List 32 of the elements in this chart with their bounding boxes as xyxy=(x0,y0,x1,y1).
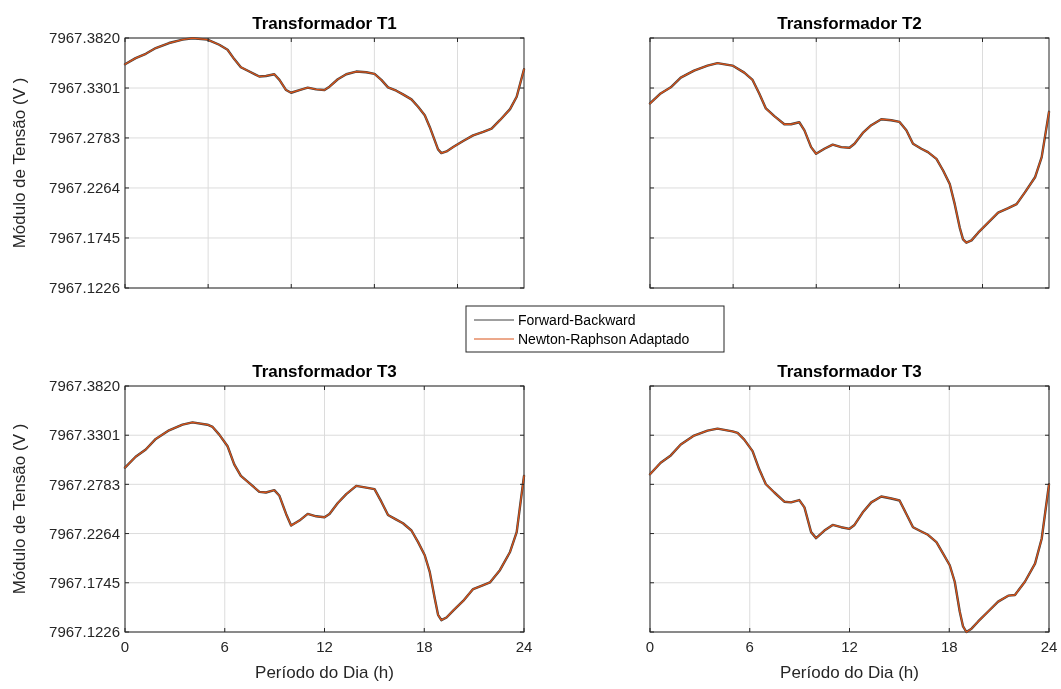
legend-label: Newton-Raphson Adaptado xyxy=(518,330,690,347)
y-axis-title: Módulo de Tensão (V ) xyxy=(10,77,29,249)
y-tick-label: 7967.1745 xyxy=(49,574,120,592)
y-tick-label: 7967.3820 xyxy=(49,377,120,395)
chart-title: Transformador T1 xyxy=(252,14,397,33)
x-tick-label: 18 xyxy=(415,638,433,655)
y-axis-title: Módulo de Tensão (V ) xyxy=(10,423,29,595)
x-axis-title: Período do Dia (h) xyxy=(780,663,919,682)
y-tick-label: 7967.2264 xyxy=(49,179,120,197)
y-tick-label: 7967.3820 xyxy=(49,29,120,47)
x-tick-label: 0 xyxy=(120,638,130,655)
y-tick-label: 7967.2783 xyxy=(49,475,120,493)
x-tick-label: 0 xyxy=(645,638,655,655)
y-tick-label: 7967.1745 xyxy=(49,229,120,247)
y-tick-label: 7967.1226 xyxy=(49,623,120,641)
y-tick-label: 7967.1226 xyxy=(49,279,120,297)
x-tick-label: 18 xyxy=(940,638,958,655)
legend-label: Forward-Backward xyxy=(518,311,636,328)
chart-title: Transformador T2 xyxy=(777,14,922,33)
x-tick-label: 24 xyxy=(1040,638,1058,655)
y-tick-label: 7967.2264 xyxy=(49,524,120,542)
y-tick-label: 7967.2783 xyxy=(49,129,120,147)
y-tick-label: 7967.3301 xyxy=(49,79,120,97)
x-tick-label: 12 xyxy=(316,638,333,655)
x-tick-label: 12 xyxy=(841,638,858,655)
x-tick-label: 6 xyxy=(220,638,229,655)
x-axis-title: Período do Dia (h) xyxy=(255,663,394,682)
chart-title: Transformador T3 xyxy=(777,362,922,381)
x-tick-label: 6 xyxy=(745,638,754,655)
y-tick-label: 7967.3301 xyxy=(49,426,120,444)
x-tick-label: 24 xyxy=(515,638,533,655)
chart-title: Transformador T3 xyxy=(252,362,397,381)
